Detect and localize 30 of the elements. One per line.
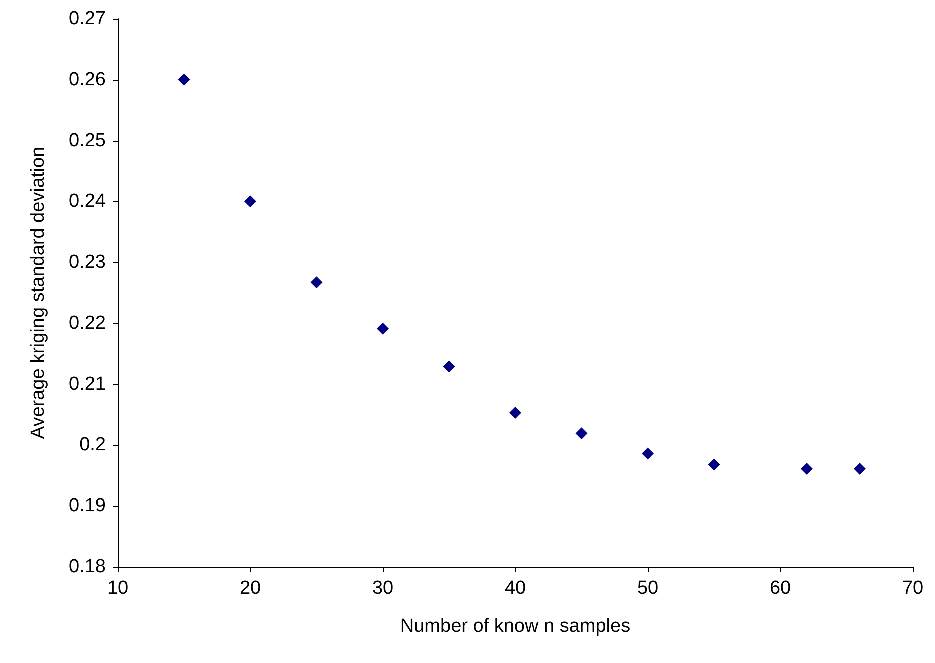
y-tick-label: 0.18: [69, 556, 106, 578]
x-axis-title: Number of know n samples: [400, 616, 631, 637]
point: [708, 458, 720, 471]
point: [377, 322, 389, 335]
y-tick-label: 0.26: [69, 69, 106, 90]
x-tick-label: 60: [770, 578, 792, 599]
y-tick-label: 0.24: [69, 191, 106, 212]
point: [854, 462, 866, 475]
x-tick-label: 70: [902, 578, 924, 599]
point: [178, 74, 190, 86]
point: [642, 448, 654, 460]
y-tick-label: 0.21: [69, 374, 106, 395]
point: [801, 462, 813, 475]
y-tick-label: 0.22: [69, 312, 106, 334]
y-tick-label: 0.27: [69, 8, 106, 30]
x-tick-label: 20: [240, 578, 262, 599]
point: [576, 428, 588, 440]
x-tick-label: 40: [504, 578, 526, 599]
point: [510, 406, 522, 419]
y-tick-label: 0.2: [80, 434, 106, 456]
point: [244, 196, 256, 208]
y-tick-label: 0.23: [69, 252, 106, 274]
point: [310, 276, 323, 289]
y-tick-label: 0.19: [69, 496, 106, 517]
x-tick-label: 10: [107, 578, 129, 599]
y-tick-label: 0.25: [69, 130, 106, 152]
x-tick-label: 50: [637, 578, 659, 599]
point: [443, 360, 456, 373]
x-tick-label: 30: [372, 578, 394, 599]
y-axis-title: Average kriging standard deviation: [28, 146, 49, 440]
